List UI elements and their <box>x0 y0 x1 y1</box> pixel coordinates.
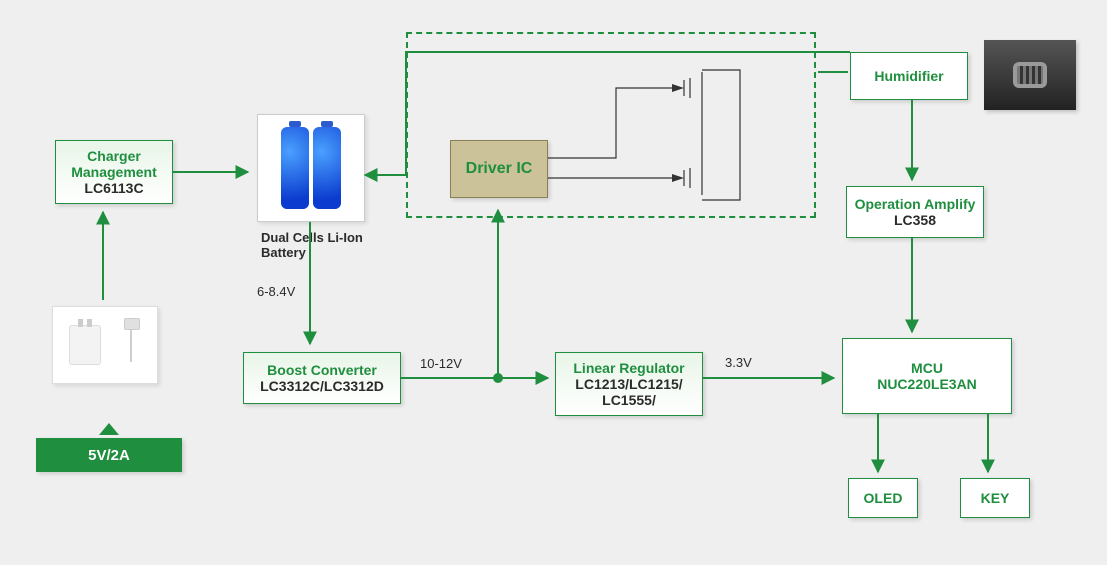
v-reg: 3.3V <box>725 355 752 370</box>
key-title: KEY <box>981 490 1010 506</box>
block-boost: Boost Converter LC3312C/LC3312D <box>243 352 401 404</box>
boost-part: LC3312C/LC3312D <box>260 378 384 394</box>
v-batt: 6-8.4V <box>257 284 295 299</box>
block-humidifier: Humidifier <box>850 52 968 100</box>
mcu-title: MCU <box>911 360 943 376</box>
linreg-title: Linear Regulator <box>573 360 684 376</box>
coil-image <box>984 40 1076 110</box>
v-boost: 10-12V <box>420 356 462 371</box>
charger-title: Charger Management <box>56 148 172 180</box>
mcu-part: NUC220LE3AN <box>877 376 977 392</box>
battery-image <box>257 114 365 222</box>
psu-label: 5V/2A <box>36 438 182 472</box>
block-opamp: Operation Amplify LC358 <box>846 186 984 238</box>
block-key: KEY <box>960 478 1030 518</box>
block-charger-management: Charger Management LC6113C <box>55 140 173 204</box>
block-oled: OLED <box>848 478 918 518</box>
block-mcu: MCU NUC220LE3AN <box>842 338 1012 414</box>
boost-title: Boost Converter <box>267 362 377 378</box>
opamp-title: Operation Amplify <box>855 196 976 212</box>
humidifier-title: Humidifier <box>874 68 943 84</box>
psu-arrow-icon <box>99 423 119 435</box>
battery-label: Dual Cells Li-Ion Battery <box>261 230 381 260</box>
block-linreg: Linear Regulator LC1213/LC1215/ LC1555/ <box>555 352 703 416</box>
charger-part: LC6113C <box>84 180 143 196</box>
driver-title: Driver IC <box>466 160 533 178</box>
linreg-part: LC1213/LC1215/ LC1555/ <box>556 376 702 408</box>
oled-title: OLED <box>864 490 903 506</box>
charger-image <box>52 306 158 384</box>
opamp-part: LC358 <box>894 212 936 228</box>
block-driver-ic: Driver IC <box>450 140 548 198</box>
